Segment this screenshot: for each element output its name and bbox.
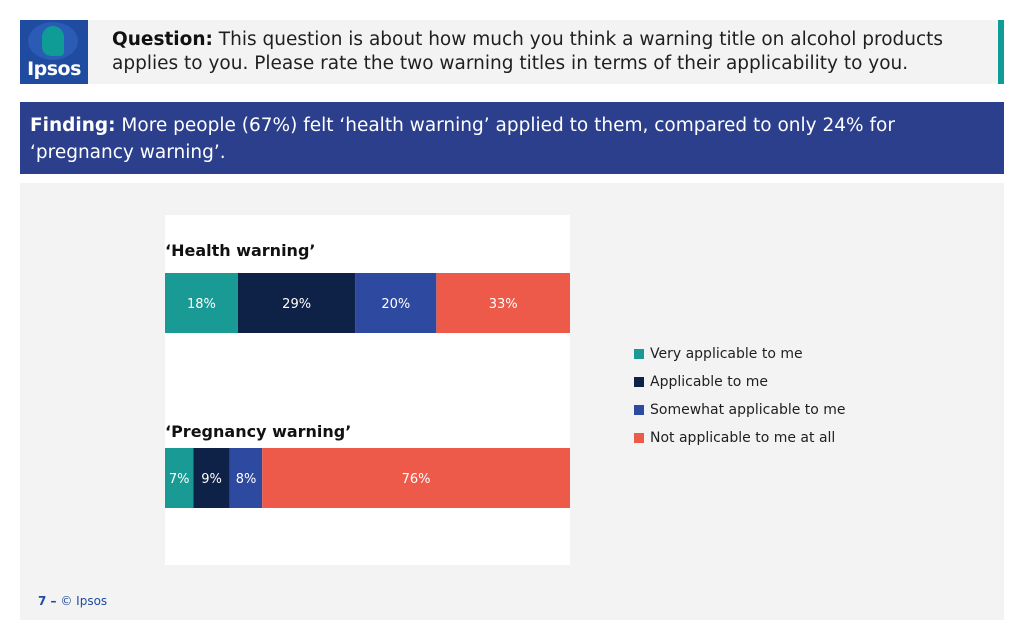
legend-item: Applicable to me (634, 368, 846, 396)
bar-segment (436, 273, 570, 333)
bar-segment (229, 448, 263, 508)
legend-item: Very applicable to me (634, 340, 846, 368)
plot-panel (165, 215, 570, 565)
question-label: Question: (112, 29, 213, 50)
legend-label: Somewhat applicable to me (650, 402, 846, 418)
legend-label: Applicable to me (650, 374, 769, 390)
accent-edge (998, 20, 1004, 84)
legend-label: Very applicable to me (650, 346, 803, 362)
legend-swatch (634, 377, 644, 387)
question-body: This question is about how much you thin… (112, 29, 944, 74)
category-label: ‘Pregnancy warning’ (165, 422, 351, 441)
legend-swatch (634, 405, 644, 415)
logo-face-icon (42, 26, 64, 56)
copyright: © Ipsos (60, 594, 108, 608)
data-label: 76% (402, 472, 431, 487)
bar-segment (165, 273, 238, 333)
legend-item: Somewhat applicable to me (634, 396, 846, 424)
data-label: 8% (236, 472, 257, 487)
finding-banner (20, 102, 1004, 174)
data-label: 18% (187, 297, 216, 312)
legend-label: Not applicable to me at all (650, 430, 836, 446)
bar-segment (193, 448, 230, 508)
legend-item: Not applicable to me at all (634, 424, 846, 452)
finding-label: Finding: (30, 115, 116, 136)
finding-body: More people (67%) felt ‘health warning’ … (30, 115, 895, 163)
bar-segment (237, 273, 356, 333)
bar-segment (262, 448, 570, 508)
stacked-bar-chart: ‘Health warning’ 18% 29% 20% 33% ‘Pregnancy w… (165, 215, 570, 565)
bar-segment (165, 448, 194, 508)
data-label: 33% (489, 297, 518, 312)
footer: 7 – © Ipsos (38, 594, 107, 608)
legend-swatch (634, 349, 644, 359)
ipsos-logo: Ipsos (20, 20, 88, 84)
data-label: 20% (381, 297, 410, 312)
question-text: Question: This question is about how muc… (112, 28, 962, 76)
bar-segment (355, 273, 437, 333)
finding-text: Finding: More people (67%) felt ‘health … (30, 112, 1002, 166)
question-banner (20, 20, 1004, 84)
legend-swatch (634, 433, 644, 443)
data-label: 7% (169, 472, 190, 487)
logo-text: Ipsos (27, 58, 81, 80)
chart-legend: Very applicable to me Applicable to me Som… (634, 340, 846, 452)
data-label: 9% (201, 472, 222, 487)
category-label: ‘Health warning’ (165, 241, 315, 260)
data-label: 29% (282, 297, 311, 312)
chart-area: ‘Health warning’ 18% 29% 20% 33% ‘Pregnancy w… (20, 183, 1004, 620)
page-number: 7 – (38, 594, 57, 608)
